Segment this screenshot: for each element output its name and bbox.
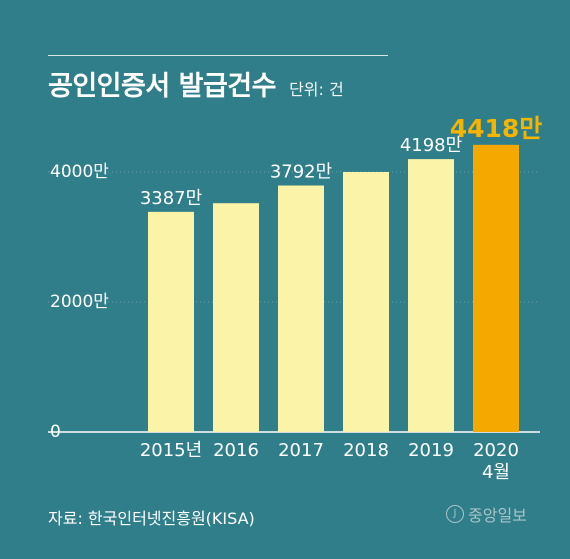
publisher-logo-icon: J [446,505,464,523]
data-label: 3387만 [140,188,202,209]
x-tick-label: 2020 [473,440,519,461]
x-tick-label: 4월 [482,462,510,483]
publisher-name: 중앙일보 [468,506,527,525]
bar [213,203,259,432]
bar [343,172,389,432]
data-label: 4198만 [400,135,462,156]
bar [278,185,324,432]
chart-title: 공인인증서 발급건수 [48,71,276,102]
bar [408,159,454,432]
source-note: 자료: 한국인터넷진흥원(KISA) [48,509,255,528]
x-tick-label: 2015년 [140,440,202,461]
x-tick-label: 2018 [343,440,389,461]
unit-label: 단위: 건 [289,80,344,99]
y-tick-label: 2000만 [50,292,109,312]
x-tick-label: 2016 [213,440,259,461]
highlight-bar [473,144,519,432]
title-rule [48,55,388,56]
data-label: 3792만 [270,162,332,183]
y-tick-label: 4000만 [50,162,109,182]
title-row: 공인인증서 발급건수 단위: 건 [48,64,344,103]
data-label: 4418만 [450,114,543,143]
x-tick-label: 2019 [408,440,454,461]
bar [148,211,194,432]
publisher-logo: J 중앙일보 [446,502,527,526]
x-tick-label: 2017 [278,440,324,461]
